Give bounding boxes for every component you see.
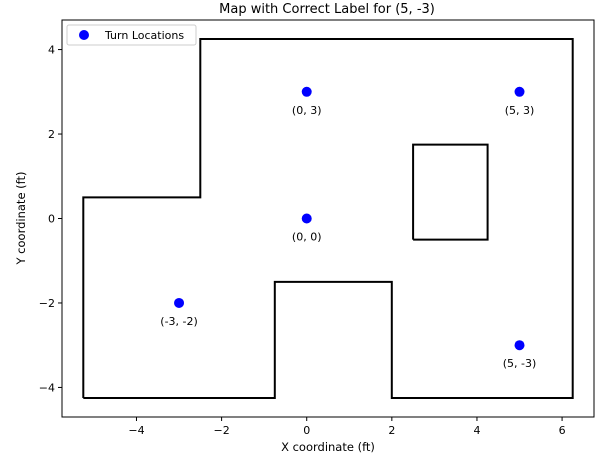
y-tick-label: 0 [48,213,55,226]
point-label: (5, -3) [503,357,537,370]
x-tick-label: 4 [473,424,480,437]
x-tick-label: −2 [213,424,229,437]
legend-marker [79,30,89,40]
y-tick-label: 2 [48,128,55,141]
x-tick-label: 6 [559,424,566,437]
y-tick-label: −2 [39,297,55,310]
point-label: (-3, -2) [160,315,198,328]
point-label: (0, 3) [292,104,322,117]
legend-label: Turn Locations [104,29,184,42]
x-tick-label: −4 [128,424,144,437]
wall-outline-1 [82,38,574,399]
plot-frame [61,19,595,418]
turn-location-point [514,340,525,351]
legend-box [66,24,197,46]
point-label: (5, 3) [505,104,535,117]
x-axis-label: X coordinate (ft) [281,440,375,454]
turn-location-point [301,86,312,97]
y-tick-label: 4 [48,44,55,57]
turn-location-point [174,297,185,308]
y-tick-label: −4 [39,381,55,394]
x-tick-label: 0 [303,424,310,437]
turn-location-point [514,86,525,97]
x-tick-label: 2 [388,424,395,437]
chart-title: Map with Correct Label for (5, -3) [219,2,435,17]
y-axis-label: Y coordinate (ft) [14,172,28,266]
plot-area: −4 −2 0 2 4 6 −4 −2 0 2 4 (0, 3) (5, 3) (0, 0) (-3, -2… [39,19,595,437]
wall-outline-2 [412,143,489,241]
legend: Turn Locations [66,24,197,46]
turn-location-point [301,213,312,224]
point-label: (0, 0) [292,231,322,244]
